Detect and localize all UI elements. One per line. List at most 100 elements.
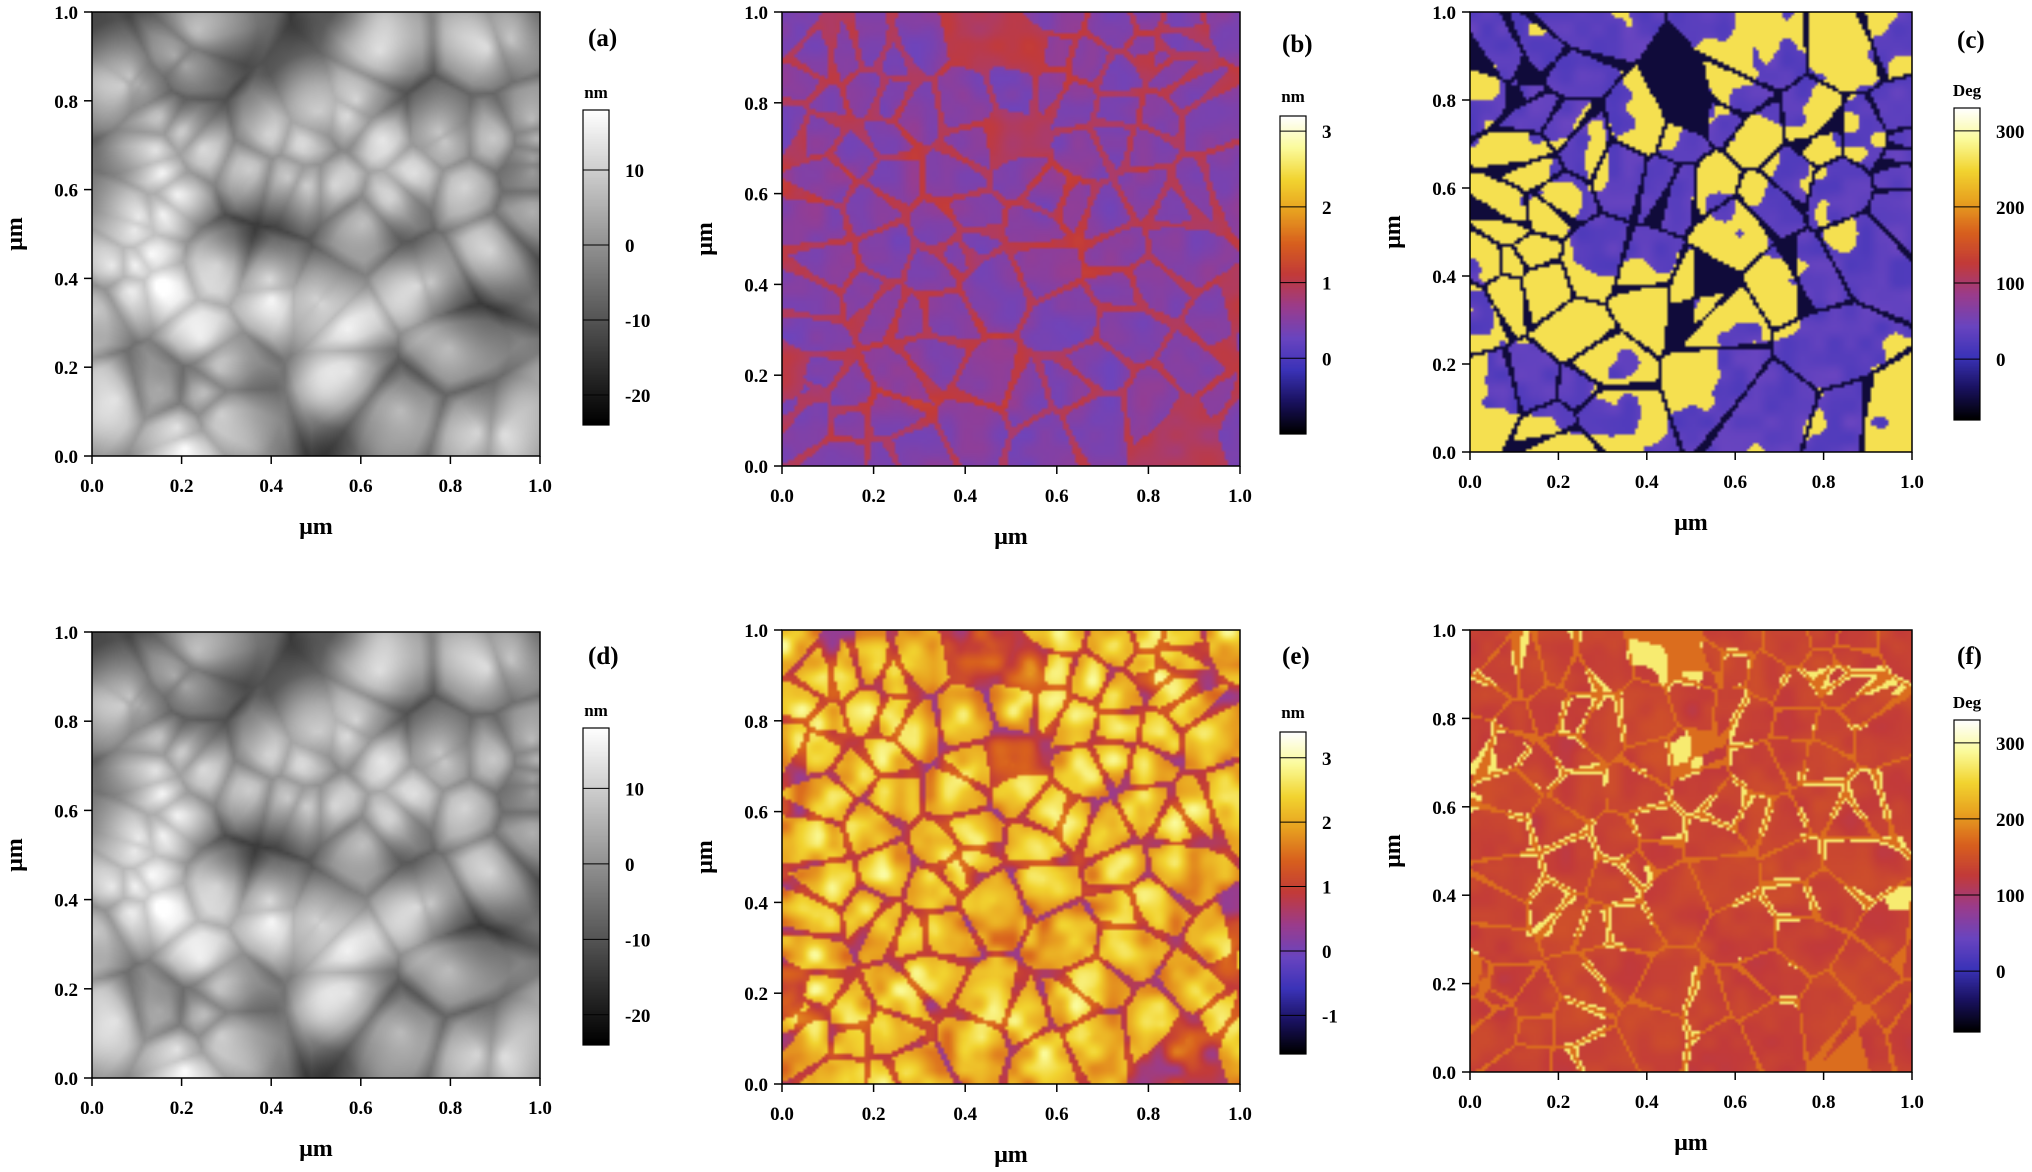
panel-f-colorbar-tick-label: 100 [1996, 886, 2025, 907]
panel-e-label: (e) [1282, 643, 1310, 670]
panel-c-xtick-label: 0.2 [1547, 472, 1571, 493]
panel-d-xtick-label: 0.0 [80, 1098, 104, 1119]
panel-d-ytick-label: 1.0 [54, 623, 78, 644]
panel-c-xtick-label: 0.8 [1812, 472, 1836, 493]
panel-e-colorbar-tick-label: 3 [1322, 749, 1332, 770]
panel-b-xtick-label: 0.6 [1045, 486, 1069, 507]
panel-f-colorbar-tick-label: 300 [1996, 734, 2025, 755]
panel-c: 0.00.0 0.2 0.2 0.4 0.4 0.6 0.6 0.8 0.8 1.0 1.0 μm μm… [1380, 3, 2025, 536]
panel-b-xtick-label: 0.0 [770, 486, 794, 507]
panel-a-colorbar-tick-label: 0 [625, 236, 635, 257]
panel-b-frame [781, 11, 1241, 467]
panel-a-afm-image [92, 12, 540, 456]
panel-c-colorbar-frame [1953, 107, 1981, 421]
panel-c-xtick-label: 0.4 [1635, 472, 1659, 493]
panel-d-colorbar-tick-label: -10 [625, 930, 650, 951]
panel-d-frame [91, 631, 541, 1079]
panel-e-colorbar-tick-label: -1 [1322, 1006, 1338, 1027]
panel-e-xtick-label: 0.2 [862, 1104, 886, 1125]
panel-d-xtick-label: 0.2 [170, 1098, 194, 1119]
panel-b-ylabel: μm [692, 222, 718, 256]
panel-e-ytick-label: 0.4 [744, 893, 768, 914]
panel-e-xtick-label: 0.8 [1137, 1104, 1161, 1125]
panel-b-colorbar [1280, 116, 1306, 434]
panel-f-ytick-label: 0.8 [1432, 709, 1456, 730]
panel-b-afm-image [782, 12, 1240, 466]
panel-c-ytick-label: 1.0 [1432, 3, 1456, 24]
panel-f-afm-image [1470, 630, 1912, 1072]
panel-f-xtick-label: 0.0 [1458, 1092, 1482, 1113]
panel-c-ytick-label: 0.0 [1432, 443, 1456, 464]
panel-e-xtick-label: 0.0 [770, 1104, 794, 1125]
panel-c-colorbar-tick-label: 0 [1996, 350, 2006, 371]
panel-a-xtick-label: 0.0 [80, 476, 104, 497]
panel-a-colorbar-unit: nm [584, 83, 608, 102]
panel-c-colorbar-unit: Deg [1953, 81, 1982, 100]
panel-d: 0.00.0 0.2 0.2 0.4 0.4 0.6 0.6 0.8 0.8 1.0 1.0 μm μm… [2, 623, 650, 1162]
panel-f-ytick-label: 0.6 [1432, 798, 1456, 819]
panel-c-colorbar-tick-label: 100 [1996, 274, 2025, 295]
panel-e-colorbar-tick-label: 0 [1322, 942, 1332, 963]
panel-f-xtick-label: 0.8 [1812, 1092, 1836, 1113]
panel-d-colorbar-tick-label: 10 [625, 779, 644, 800]
panel-d-colorbar-unit: nm [584, 701, 608, 720]
panel-e-ytick-label: 0.0 [744, 1075, 768, 1096]
panel-a-frame [91, 11, 541, 457]
panel-f-colorbar-tick-label: 200 [1996, 810, 2025, 831]
panel-b-xtick-label: 0.4 [953, 486, 977, 507]
panel-f-colorbar [1954, 720, 1980, 1032]
panel-c-colorbar [1954, 108, 1980, 420]
panel-b-colorbar-frame [1279, 115, 1307, 435]
panel-d-colorbar-frame [582, 727, 610, 1046]
panel-d-colorbar-tick-label: -20 [625, 1006, 650, 1027]
panel-a-ytick-label: 1.0 [54, 3, 78, 24]
panel-f-xtick-label: 0.6 [1723, 1092, 1747, 1113]
panel-a-colorbar [583, 110, 609, 425]
panel-a-ytick-label: 0.0 [54, 447, 78, 468]
panel-e-afm-image [782, 630, 1240, 1084]
panel-e-colorbar-tick-label: 2 [1322, 813, 1332, 834]
panel-f-xtick-label: 1.0 [1900, 1092, 1924, 1113]
panel-d-ylabel: μm [2, 838, 28, 872]
panel-a-colorbar-tick-label: 10 [625, 161, 644, 182]
panel-d-label: (d) [588, 643, 619, 670]
panel-b-ytick-label: 1.0 [744, 3, 768, 24]
panel-b-label: (b) [1282, 31, 1313, 58]
panel-a-xtick-label: 0.6 [349, 476, 373, 497]
panel-c-colorbar-tick-label: 300 [1996, 122, 2025, 143]
panel-b-colorbar-tick-label: 0 [1322, 349, 1332, 370]
panel-a-xlabel: μm [299, 514, 333, 540]
panel-a-ylabel: μm [2, 217, 28, 251]
panel-e-ylabel: μm [692, 840, 718, 874]
panel-f-ylabel: μm [1380, 834, 1406, 868]
panel-e-colorbar-frame [1279, 731, 1307, 1055]
panel-c-xlabel: μm [1674, 510, 1708, 536]
panel-a-colorbar-tick-label: -10 [625, 311, 650, 332]
panel-f-colorbar-tick-label: 0 [1996, 962, 2006, 983]
panel-e-colorbar [1280, 732, 1306, 1054]
panel-b-ytick-label: 0.8 [744, 94, 768, 115]
panel-c-frame [1469, 11, 1913, 453]
panel-f-ytick-label: 0.0 [1432, 1063, 1456, 1084]
panel-f-ytick-label: 1.0 [1432, 621, 1456, 642]
panel-a-colorbar-frame [582, 109, 610, 426]
panel-b-colorbar-tick-label: 2 [1322, 198, 1332, 219]
panel-f: 0.00.0 0.2 0.2 0.4 0.4 0.6 0.6 0.8 0.8 1.0 1.0 μm μm… [1380, 621, 2025, 1156]
panel-b-colorbar-unit: nm [1281, 87, 1305, 106]
panel-b-ytick-label: 0.2 [744, 366, 768, 387]
panel-c-ytick-label: 0.8 [1432, 91, 1456, 112]
panel-b-ytick-label: 0.0 [744, 457, 768, 478]
panel-d-ytick-label: 0.4 [54, 891, 78, 912]
panel-f-ytick-label: 0.2 [1432, 975, 1456, 996]
panel-f-frame [1469, 629, 1913, 1073]
panel-b-colorbar-tick-label: 1 [1322, 274, 1332, 295]
panel-e-ytick-label: 0.2 [744, 984, 768, 1005]
panel-e-ytick-label: 0.8 [744, 712, 768, 733]
panel-f-xtick-label: 0.2 [1547, 1092, 1571, 1113]
panel-a-colorbar-tick-label: -20 [625, 386, 650, 407]
panel-d-xlabel: μm [299, 1136, 333, 1162]
panel-e-frame [781, 629, 1241, 1085]
panel-c-ytick-label: 0.2 [1432, 355, 1456, 376]
panel-e-xtick-label: 1.0 [1228, 1104, 1252, 1125]
